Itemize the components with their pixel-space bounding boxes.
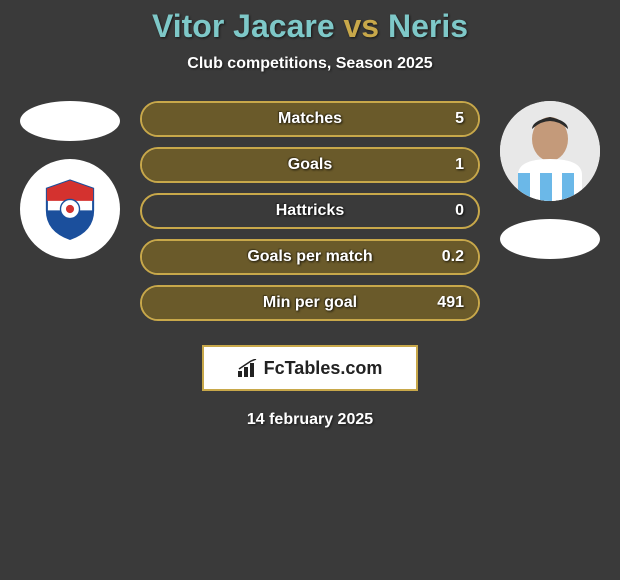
stat-row: Min per goal 491 (140, 285, 480, 321)
club-crest-icon (36, 175, 104, 243)
left-column (20, 101, 120, 259)
stat-row: Goals 1 (140, 147, 480, 183)
stat-value-right: 1 (455, 156, 464, 174)
stat-value-right: 491 (437, 294, 464, 312)
subtitle: Club competitions, Season 2025 (0, 55, 620, 73)
player1-club-badge (20, 159, 120, 259)
logo-content: FcTables.com (238, 358, 383, 379)
stat-label: Goals (288, 156, 332, 174)
player1-photo-placeholder (20, 101, 120, 141)
bar-chart-icon (238, 359, 260, 377)
source-logo: FcTables.com (202, 345, 418, 391)
player2-name: Neris (388, 8, 468, 44)
stat-label: Goals per match (247, 248, 372, 266)
right-column (500, 101, 600, 259)
stat-label: Min per goal (263, 294, 357, 312)
stat-row: Goals per match 0.2 (140, 239, 480, 275)
logo-text: FcTables.com (264, 358, 383, 379)
player1-name: Vitor Jacare (152, 8, 335, 44)
stat-label: Hattricks (276, 202, 344, 220)
vs-label: vs (344, 8, 380, 44)
stat-value-right: 0 (455, 202, 464, 220)
comparison-card: Vitor Jacare vs Neris Club competitions,… (0, 0, 620, 429)
player2-photo (500, 101, 600, 201)
stat-label: Matches (278, 110, 342, 128)
stat-value-right: 5 (455, 110, 464, 128)
stat-value-right: 0.2 (442, 248, 464, 266)
stats-column: Matches 5 Goals 1 Hattricks 0 Goals per match 0… (140, 101, 480, 321)
stat-row: Hattricks 0 (140, 193, 480, 229)
page-title: Vitor Jacare vs Neris (0, 8, 620, 45)
player-avatar-icon (500, 101, 600, 201)
player2-club-placeholder (500, 219, 600, 259)
main-row: Matches 5 Goals 1 Hattricks 0 Goals per match 0… (0, 101, 620, 321)
stat-row: Matches 5 (140, 101, 480, 137)
date: 14 february 2025 (0, 411, 620, 429)
